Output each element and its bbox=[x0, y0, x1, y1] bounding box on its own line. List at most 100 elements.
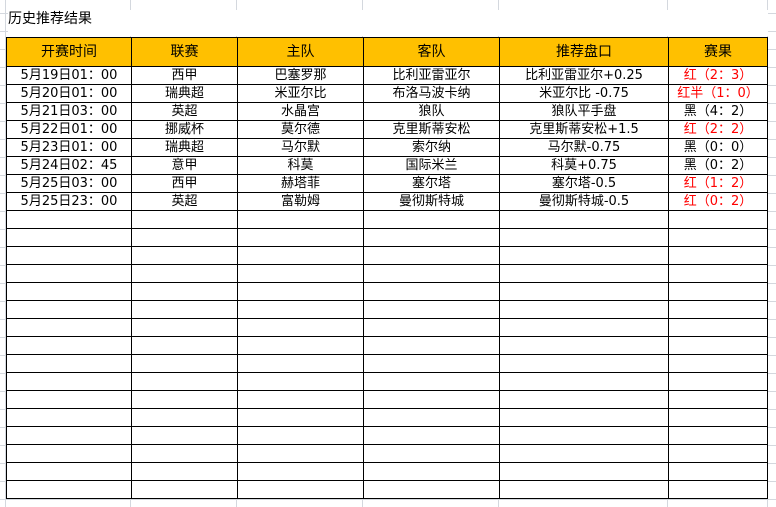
cell-league[interactable] bbox=[131, 408, 238, 427]
cell-league[interactable] bbox=[131, 300, 238, 319]
cell-pick[interactable] bbox=[499, 318, 669, 337]
cell-league[interactable] bbox=[131, 336, 238, 355]
cell-result[interactable]: 红（2：2） bbox=[668, 120, 768, 139]
cell-result[interactable] bbox=[668, 300, 768, 319]
cell-pick[interactable] bbox=[499, 210, 669, 229]
cell-league[interactable] bbox=[131, 444, 238, 463]
cell-home[interactable] bbox=[237, 228, 364, 247]
cell-home[interactable]: 水晶宫 bbox=[237, 102, 364, 121]
cell-league[interactable] bbox=[131, 390, 238, 409]
cell-time[interactable] bbox=[6, 336, 132, 355]
cell-away[interactable] bbox=[363, 318, 500, 337]
cell-pick[interactable] bbox=[499, 246, 669, 265]
cell-pick[interactable] bbox=[499, 444, 669, 463]
header-league[interactable]: 联赛 bbox=[131, 37, 238, 67]
cell-pick[interactable] bbox=[499, 282, 669, 301]
cell-home[interactable]: 赫塔菲 bbox=[237, 174, 364, 193]
cell-pick[interactable]: 比利亚雷亚尔+0.25 bbox=[499, 66, 669, 85]
cell-home[interactable] bbox=[237, 318, 364, 337]
cell-time[interactable] bbox=[6, 210, 132, 229]
cell-league[interactable] bbox=[131, 480, 238, 499]
cell-result[interactable] bbox=[668, 390, 768, 409]
cell-away[interactable]: 塞尔塔 bbox=[363, 174, 500, 193]
cell-league[interactable] bbox=[131, 246, 238, 265]
cell-league[interactable]: 西甲 bbox=[131, 66, 238, 85]
cell-time[interactable]: 5月24日02：45 bbox=[6, 156, 132, 175]
cell-result[interactable] bbox=[668, 228, 768, 247]
cell-pick[interactable] bbox=[499, 462, 669, 481]
cell-home[interactable]: 科莫 bbox=[237, 156, 364, 175]
cell-league[interactable] bbox=[131, 354, 238, 373]
cell-away[interactable]: 比利亚雷亚尔 bbox=[363, 66, 500, 85]
cell-time[interactable]: 5月25日03：00 bbox=[6, 174, 132, 193]
cell-home[interactable] bbox=[237, 390, 364, 409]
cell-away[interactable]: 曼彻斯特城 bbox=[363, 192, 500, 211]
cell-time[interactable] bbox=[6, 426, 132, 445]
cell-time[interactable]: 5月21日03：00 bbox=[6, 102, 132, 121]
cell-away[interactable]: 布洛马波卡纳 bbox=[363, 84, 500, 103]
cell-time[interactable]: 5月20日01：00 bbox=[6, 84, 132, 103]
cell-pick[interactable]: 塞尔塔-0.5 bbox=[499, 174, 669, 193]
cell-pick[interactable]: 马尔默-0.75 bbox=[499, 138, 669, 157]
cell-home[interactable] bbox=[237, 264, 364, 283]
cell-result[interactable] bbox=[668, 318, 768, 337]
header-result[interactable]: 赛果 bbox=[668, 37, 768, 67]
cell-pick[interactable]: 狼队平手盘 bbox=[499, 102, 669, 121]
cell-time[interactable] bbox=[6, 246, 132, 265]
cell-time[interactable] bbox=[6, 372, 132, 391]
cell-home[interactable] bbox=[237, 246, 364, 265]
header-home[interactable]: 主队 bbox=[237, 37, 364, 67]
cell-result[interactable] bbox=[668, 408, 768, 427]
cell-result[interactable] bbox=[668, 354, 768, 373]
cell-league[interactable] bbox=[131, 462, 238, 481]
cell-result[interactable] bbox=[668, 480, 768, 499]
cell-result[interactable] bbox=[668, 426, 768, 445]
cell-home[interactable] bbox=[237, 300, 364, 319]
cell-home[interactable] bbox=[237, 462, 364, 481]
cell-pick[interactable] bbox=[499, 300, 669, 319]
header-time[interactable]: 开赛时间 bbox=[6, 37, 132, 67]
cell-pick[interactable] bbox=[499, 390, 669, 409]
cell-away[interactable]: 克里斯蒂安松 bbox=[363, 120, 500, 139]
cell-away[interactable] bbox=[363, 210, 500, 229]
cell-result[interactable] bbox=[668, 444, 768, 463]
cell-home[interactable]: 莫尔德 bbox=[237, 120, 364, 139]
sheet-title[interactable]: 历史推荐结果 bbox=[8, 10, 768, 36]
header-away[interactable]: 客队 bbox=[363, 37, 500, 67]
cell-time[interactable] bbox=[6, 300, 132, 319]
cell-result[interactable] bbox=[668, 246, 768, 265]
cell-league[interactable]: 瑞典超 bbox=[131, 138, 238, 157]
cell-time[interactable] bbox=[6, 264, 132, 283]
cell-home[interactable] bbox=[237, 210, 364, 229]
cell-league[interactable] bbox=[131, 228, 238, 247]
cell-away[interactable]: 狼队 bbox=[363, 102, 500, 121]
cell-away[interactable] bbox=[363, 480, 500, 499]
cell-time[interactable]: 5月23日01：00 bbox=[6, 138, 132, 157]
cell-pick[interactable] bbox=[499, 372, 669, 391]
cell-result[interactable] bbox=[668, 462, 768, 481]
cell-away[interactable] bbox=[363, 246, 500, 265]
cell-league[interactable] bbox=[131, 318, 238, 337]
cell-away[interactable] bbox=[363, 408, 500, 427]
cell-time[interactable]: 5月25日23：00 bbox=[6, 192, 132, 211]
cell-league[interactable] bbox=[131, 426, 238, 445]
cell-home[interactable] bbox=[237, 426, 364, 445]
cell-result[interactable]: 红（0：2） bbox=[668, 192, 768, 211]
cell-time[interactable] bbox=[6, 444, 132, 463]
cell-result[interactable]: 红（1：2） bbox=[668, 174, 768, 193]
cell-pick[interactable] bbox=[499, 264, 669, 283]
cell-time[interactable] bbox=[6, 462, 132, 481]
cell-away[interactable] bbox=[363, 336, 500, 355]
cell-result[interactable]: 红（2：3） bbox=[668, 66, 768, 85]
cell-home[interactable] bbox=[237, 372, 364, 391]
cell-result[interactable]: 黑（4：2） bbox=[668, 102, 768, 121]
cell-pick[interactable] bbox=[499, 336, 669, 355]
cell-pick[interactable]: 科莫+0.75 bbox=[499, 156, 669, 175]
cell-league[interactable]: 英超 bbox=[131, 192, 238, 211]
cell-result[interactable] bbox=[668, 210, 768, 229]
cell-away[interactable] bbox=[363, 462, 500, 481]
cell-pick[interactable]: 克里斯蒂安松+1.5 bbox=[499, 120, 669, 139]
cell-league[interactable] bbox=[131, 210, 238, 229]
cell-pick[interactable]: 曼彻斯特城-0.5 bbox=[499, 192, 669, 211]
cell-result[interactable] bbox=[668, 336, 768, 355]
